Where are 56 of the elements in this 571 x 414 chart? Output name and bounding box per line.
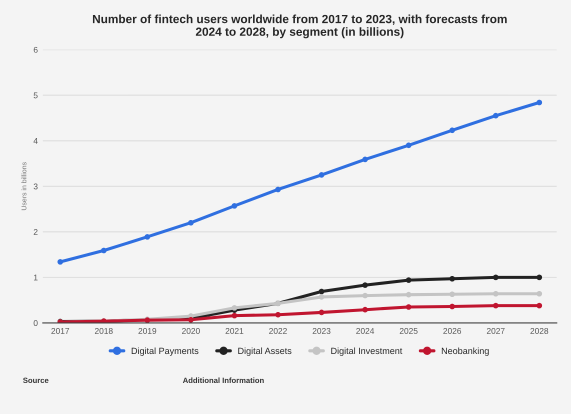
point — [536, 302, 542, 308]
y-tick-label: 2 — [34, 229, 38, 235]
x-tick-label: 2027 — [486, 328, 505, 334]
point — [232, 203, 238, 209]
legend-label: Neobanking — [442, 347, 489, 356]
x-tick-label: 2022 — [269, 328, 287, 334]
x-tick-label: 2026 — [443, 328, 462, 334]
point — [406, 142, 412, 148]
point — [492, 302, 499, 308]
x-tick-label: 2028 — [530, 328, 548, 334]
x-tick-label: 2019 — [138, 328, 156, 334]
point — [536, 100, 542, 106]
point — [318, 310, 324, 316]
point — [144, 234, 150, 240]
point — [449, 276, 455, 282]
point — [449, 291, 455, 298]
point — [362, 282, 368, 288]
x-tick-label: 2020 — [182, 328, 200, 334]
y-tick-label: 0 — [34, 320, 38, 326]
x-tick-label: 2023 — [312, 328, 330, 334]
point — [188, 220, 194, 226]
point — [318, 294, 324, 300]
point — [318, 288, 324, 294]
legend-label: Digital Assets — [238, 347, 292, 356]
y-tick-label: 5 — [34, 92, 38, 98]
point — [536, 274, 542, 280]
y-tick-label: 1 — [34, 274, 38, 280]
y-tick-label: 4 — [34, 138, 38, 144]
point — [232, 312, 238, 318]
point — [406, 292, 412, 298]
point — [406, 304, 412, 310]
point — [275, 312, 281, 318]
point — [362, 156, 368, 162]
point — [275, 186, 281, 192]
point — [449, 304, 455, 310]
point — [318, 172, 324, 178]
x-tick-label: 2018 — [94, 328, 113, 334]
legend-label: Digital Payments — [132, 347, 198, 356]
point — [101, 248, 107, 254]
y-tick-label: 3 — [34, 184, 38, 190]
point — [492, 112, 499, 118]
x-tick-label: 2024 — [356, 328, 374, 334]
chart-title: Number of fintech users worldwide from 2017 to 2023, with forecasts from 2024 to 2028, by segment (in billions) — [92, 14, 507, 38]
y-tick-label: 6 — [34, 46, 38, 53]
x-tick-label: 2025 — [400, 328, 418, 334]
point — [492, 290, 499, 297]
point — [406, 277, 412, 283]
x-tick-label: 2017 — [51, 328, 70, 334]
point — [362, 292, 368, 298]
x-tick-label: 2021 — [226, 328, 244, 334]
point — [449, 128, 455, 134]
point — [536, 290, 542, 297]
point — [492, 274, 499, 280]
point — [57, 259, 64, 265]
legend-label: Digital Investment — [331, 347, 402, 356]
point — [362, 306, 368, 312]
